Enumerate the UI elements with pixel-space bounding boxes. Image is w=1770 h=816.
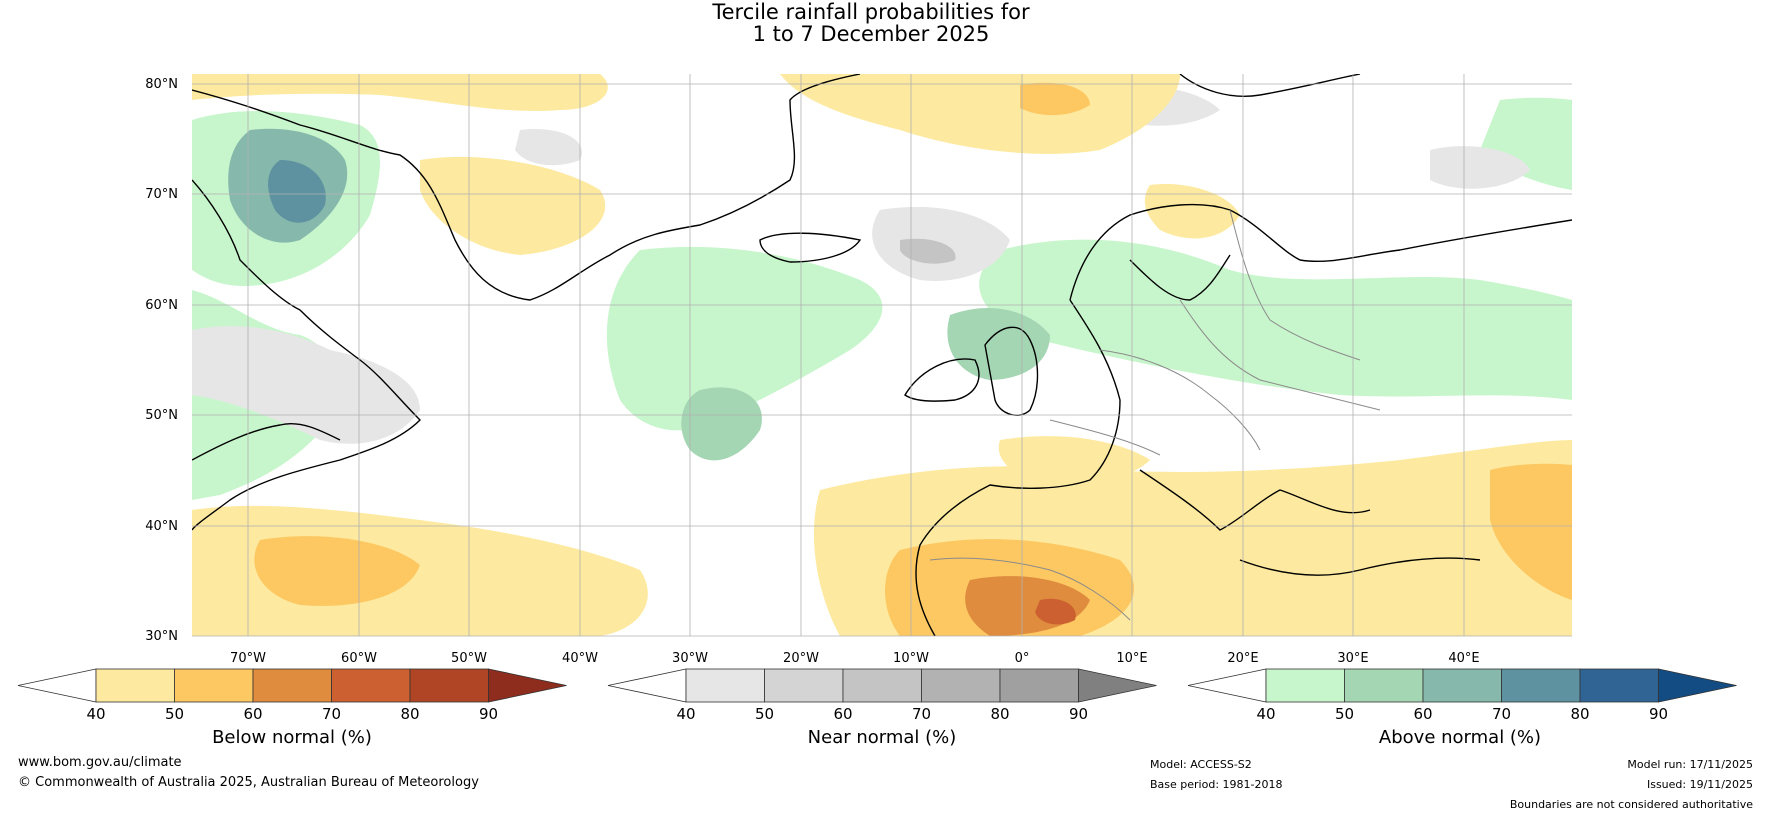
colorbar-tick-label: 50 (1335, 705, 1354, 723)
colorbar-segment (1501, 668, 1581, 703)
lat-label: 70°N (145, 187, 178, 202)
colorbar-segment (842, 668, 922, 703)
colorbar-tick-label: 90 (479, 705, 498, 723)
colorbar-tick-label: 70 (322, 705, 341, 723)
colorbar-tick-label: 80 (990, 705, 1009, 723)
lon-label: 20°E (1227, 651, 1258, 666)
colorbar-below-normal: 40 50 60 70 80 90 (17, 668, 567, 723)
colorbar-segment (685, 668, 765, 703)
colorbar-segment (1265, 668, 1345, 703)
colorbar-extension-high (1078, 668, 1157, 703)
colorbar-tick-label: 60 (243, 705, 262, 723)
lat-label: 40°N (145, 519, 178, 534)
colorbar-extension-low (1187, 668, 1267, 703)
lon-label: 60°W (341, 651, 377, 666)
colorbar-label-near: Near normal (%) (807, 727, 957, 748)
colorbar-segment (1579, 668, 1659, 703)
colorbar-segment (1344, 668, 1424, 703)
colorbar-tick-label: 70 (912, 705, 931, 723)
colorbar-extension-high (488, 668, 567, 703)
issued-text: Issued: 19/11/2025 (1646, 778, 1753, 791)
colorbar-segment (174, 668, 254, 703)
disclaimer-text: Boundaries are not considered authoritat… (1509, 798, 1753, 811)
colorbar-tick-label: 70 (1492, 705, 1511, 723)
colorbar-tick-label: 60 (833, 705, 852, 723)
borders (929, 209, 1381, 621)
colorbar-extension-low (607, 668, 687, 703)
colorbar-segment (1422, 668, 1502, 703)
colorbar-tick-label: 80 (1570, 705, 1589, 723)
lon-label: 30°W (672, 651, 708, 666)
colorbar-tick-label: 40 (86, 705, 105, 723)
lon-label: 40°W (562, 651, 598, 666)
colorbar-tick-label: 50 (755, 705, 774, 723)
website-link[interactable]: www.bom.gov.au/climate (18, 755, 182, 770)
lat-label: 30°N (145, 629, 178, 644)
colorbar-segment (921, 668, 1001, 703)
colorbar-segment (95, 668, 175, 703)
lon-label: 70°W (230, 651, 266, 666)
colorbar-label-above: Above normal (%) (1378, 727, 1542, 748)
colorbar-tick-label: 90 (1069, 705, 1088, 723)
coastlines (192, 74, 1572, 636)
lat-label: 50°N (145, 408, 178, 423)
colorbar-segment (331, 668, 411, 703)
lon-label: 20°W (783, 651, 819, 666)
colorbar-segment (764, 668, 844, 703)
model-run-text: Model run: 17/11/2025 (1627, 758, 1753, 771)
probability-field (192, 74, 1572, 636)
copyright-text: © Commonwealth of Australia 2025, Austra… (18, 775, 479, 790)
colorbar-segment (409, 668, 489, 703)
colorbar-segment (252, 668, 332, 703)
colorbar-extension-high (1658, 668, 1737, 703)
lat-label: 60°N (145, 298, 178, 313)
colorbar-tick-label: 90 (1649, 705, 1668, 723)
colorbar-tick-label: 40 (1256, 705, 1275, 723)
lat-label: 80°N (145, 77, 178, 92)
lon-label: 10°E (1116, 651, 1147, 666)
lon-label: 30°E (1337, 651, 1368, 666)
colorbar-above-normal: 40 50 60 70 80 90 (1187, 668, 1737, 723)
colorbar-tick-label: 60 (1413, 705, 1432, 723)
map-title-line2: 1 to 7 December 2025 (752, 22, 990, 46)
lon-label: 10°W (893, 651, 929, 666)
base-period-text: Base period: 1981-2018 (1150, 778, 1283, 791)
colorbar-near-normal: 40 50 60 70 80 90 (607, 668, 1157, 723)
colorbar-tick-label: 80 (400, 705, 419, 723)
lon-label: 0° (1015, 651, 1030, 666)
map-title-line1: Tercile rainfall probabilities for (712, 0, 1030, 24)
model-text: Model: ACCESS-S2 (1150, 758, 1252, 771)
lon-label: 40°E (1448, 651, 1479, 666)
colorbar-label-below: Below normal (%) (212, 727, 372, 748)
colorbar-segment (999, 668, 1079, 703)
colorbar-extension-low (17, 668, 97, 703)
lon-label: 50°W (451, 651, 487, 666)
colorbar-tick-label: 40 (676, 705, 695, 723)
colorbar-tick-label: 50 (165, 705, 184, 723)
graticule (192, 74, 1572, 637)
